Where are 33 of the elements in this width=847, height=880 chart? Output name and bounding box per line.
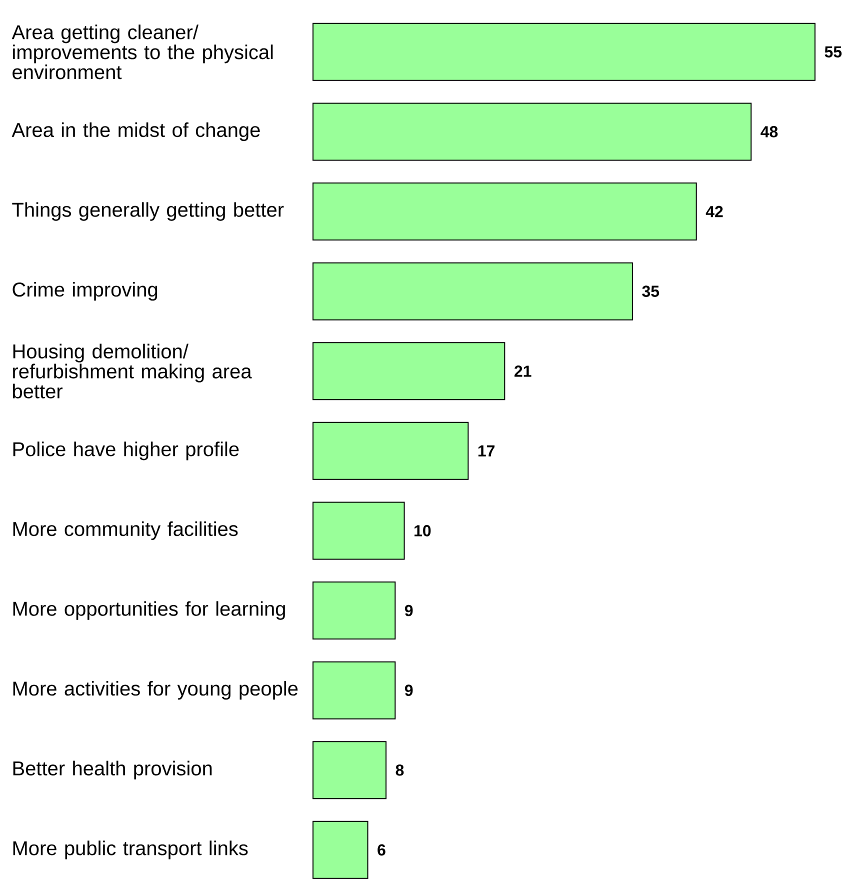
data-label: 55 xyxy=(824,46,842,58)
data-label: 6 xyxy=(378,844,386,856)
data-label: 9 xyxy=(404,684,413,696)
y-tick-label: Police have higher profile xyxy=(13,442,239,460)
bar xyxy=(312,102,752,161)
bar xyxy=(312,22,816,81)
data-label: 42 xyxy=(706,206,723,218)
data-label: 48 xyxy=(760,126,778,138)
data-label: 9 xyxy=(404,604,413,616)
data-label: 8 xyxy=(396,764,404,776)
data-label: 21 xyxy=(514,366,532,377)
data-label: 10 xyxy=(414,525,431,536)
y-tick-label: Crime improving xyxy=(12,282,158,301)
bar xyxy=(312,342,506,400)
bar xyxy=(312,502,405,560)
data-label: 35 xyxy=(642,286,660,297)
y-tick-label: More community facilities xyxy=(13,521,238,540)
bar xyxy=(312,741,387,800)
bar xyxy=(312,182,697,241)
bar xyxy=(312,582,396,640)
bar xyxy=(312,422,469,480)
y-tick-label: Area in the midst of change xyxy=(12,122,260,142)
bar xyxy=(312,661,396,720)
bar xyxy=(312,262,633,320)
y-tick-label: Area getting cleaner/ improvements to the physical environment xyxy=(12,24,273,80)
y-tick-label: Housing demolition/ refurbishment making area better xyxy=(13,344,252,398)
data-label: 17 xyxy=(478,445,495,456)
y-tick-label: Things generally getting better xyxy=(12,202,284,221)
y-tick-label: More activities for young people xyxy=(13,680,298,700)
y-tick-label: More public transport links xyxy=(13,840,248,860)
y-tick-label: More opportunities for learning xyxy=(13,601,285,620)
y-tick-label: Better health provision xyxy=(13,760,212,780)
bar xyxy=(312,820,368,879)
